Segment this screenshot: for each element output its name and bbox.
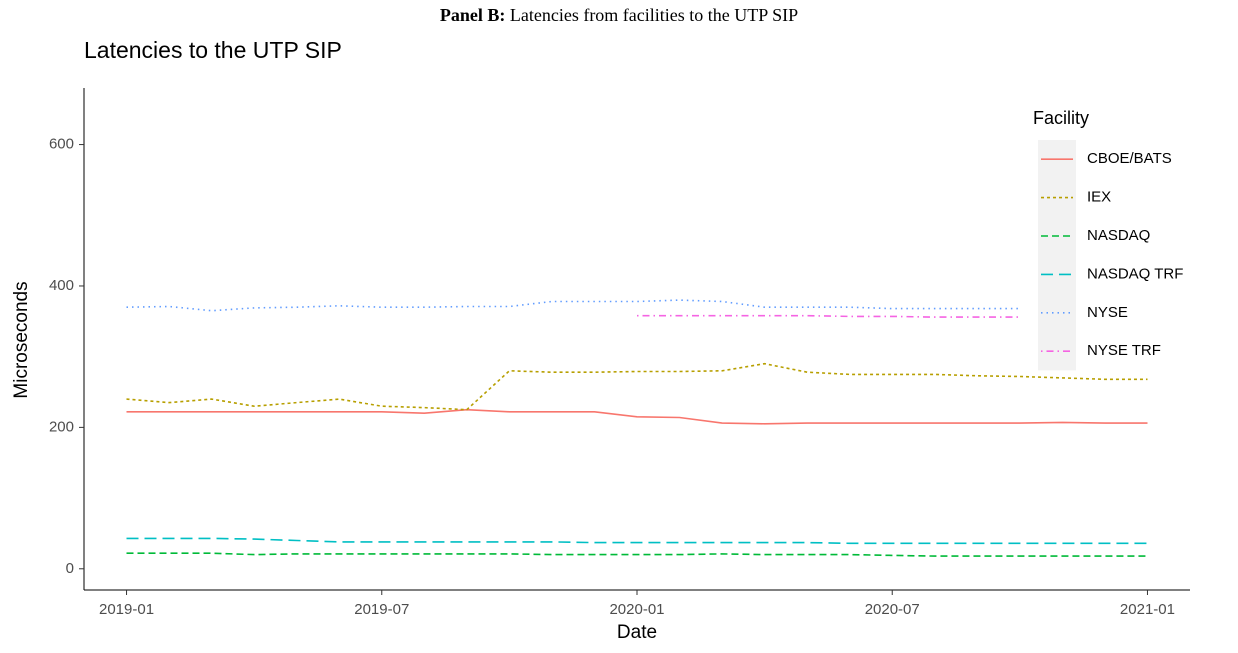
panel-header: Panel B: Latencies from facilities to th…	[440, 5, 798, 25]
x-axis-label: Date	[617, 622, 657, 643]
x-tick-label: 2019-07	[354, 601, 409, 618]
legend-label: NASDAQ	[1087, 227, 1150, 244]
series-line	[126, 537, 1148, 545]
y-tick-label: 600	[49, 136, 74, 153]
series-line	[637, 314, 1020, 318]
chart-title: Latencies to the UTP SIP	[84, 37, 342, 63]
legend-label: IEX	[1087, 189, 1111, 206]
y-tick-label: 200	[49, 418, 74, 435]
y-tick-label: 0	[66, 560, 74, 577]
legend-label: NYSE TRF	[1087, 342, 1161, 359]
series-line	[126, 408, 1148, 425]
legend-key-background	[1038, 140, 1076, 371]
series-line	[126, 552, 1148, 557]
series-line	[126, 362, 1148, 411]
x-tick-label: 2020-07	[865, 601, 920, 618]
x-tick-label: 2020-01	[609, 601, 664, 618]
legend-label: NASDAQ TRF	[1087, 265, 1183, 282]
legend-label: CBOE/BATS	[1087, 150, 1172, 167]
legend-title: Facility	[1033, 108, 1089, 128]
x-tick-label: 2019-01	[99, 601, 154, 618]
y-axis-label: Microseconds	[11, 281, 32, 398]
panel-title: Latencies from facilities to the UTP SIP	[510, 5, 798, 25]
y-tick-label: 400	[49, 277, 74, 294]
panel-label: Panel B:	[440, 5, 506, 25]
legend-label: NYSE	[1087, 304, 1128, 321]
x-tick-label: 2021-01	[1120, 601, 1175, 618]
series-line	[126, 299, 1020, 312]
